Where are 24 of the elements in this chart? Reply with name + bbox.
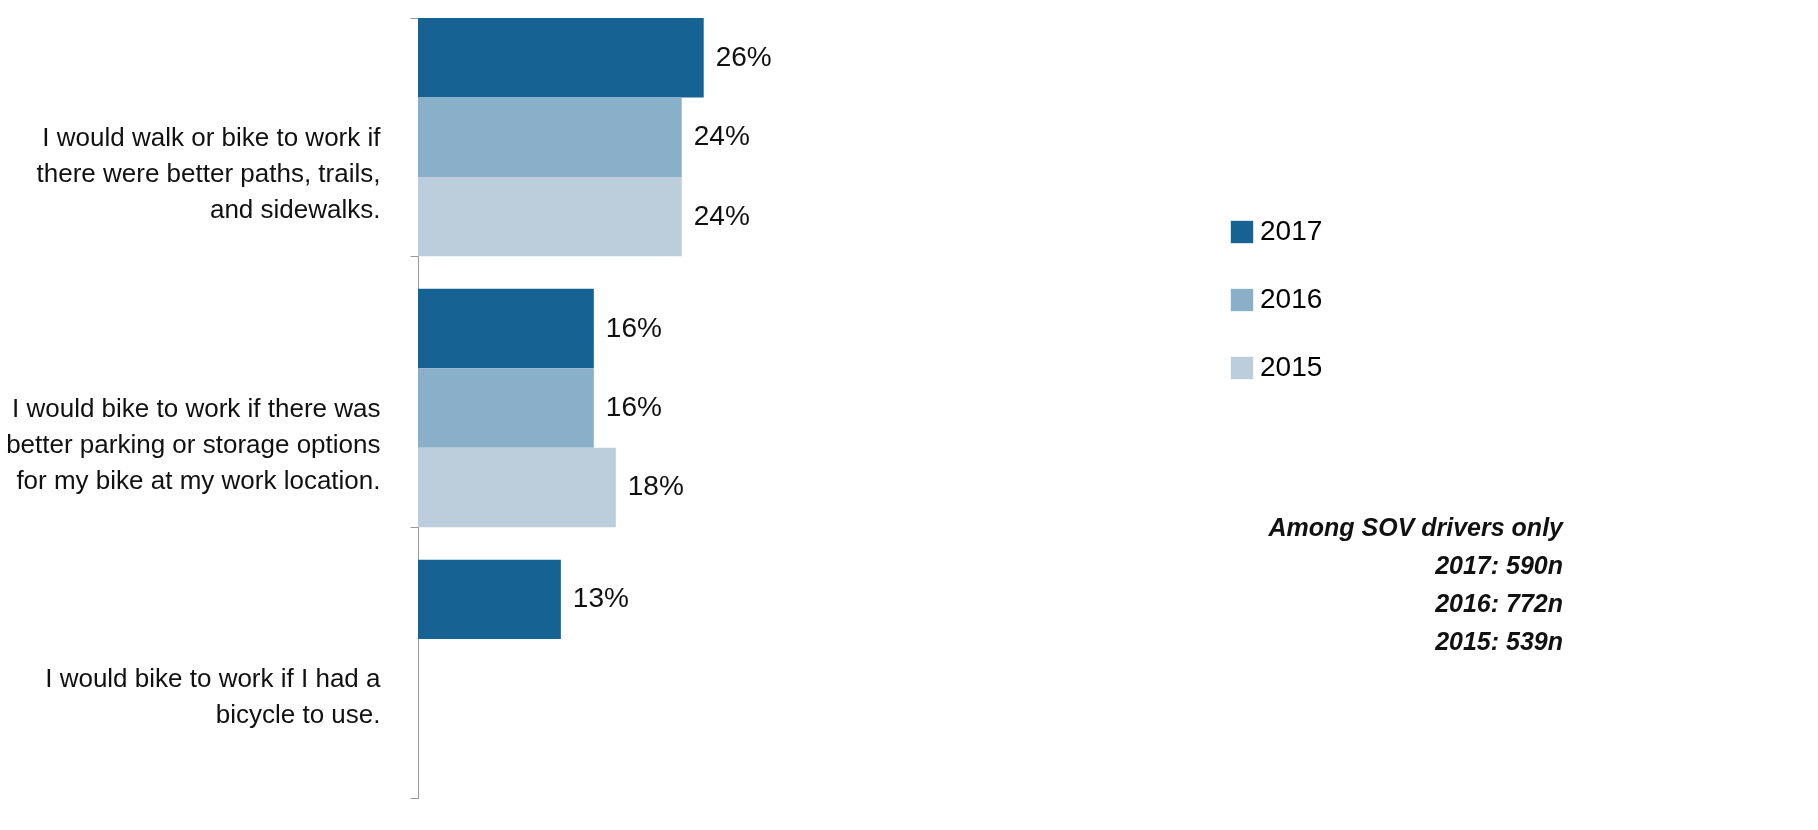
data-label: 24% (693, 199, 750, 231)
bar (418, 288, 594, 369)
bar (418, 447, 616, 528)
legend-label: 2016 (1260, 283, 1323, 314)
text: Among SOV drivers only (1267, 513, 1565, 541)
data-label: 26% (715, 40, 772, 72)
text: 2015: 539n (1434, 627, 1563, 655)
data-label: 16% (605, 391, 662, 422)
data-label: 13% (572, 582, 629, 614)
text: 2016: 772n (1434, 589, 1563, 617)
bar (418, 368, 594, 448)
bar (418, 559, 561, 640)
legend-label: 2015 (1260, 351, 1323, 382)
data-label: 16% (605, 311, 662, 343)
y-tick-label: I would bike to work if there was better parking or storage options for my bike at my work location. (6, 392, 381, 495)
y-tick-label: I would bike to work if I had a bicycle to use. (45, 663, 382, 730)
legend-label: 2017 (1260, 215, 1323, 246)
data-label: 24% (693, 120, 750, 152)
bar (418, 18, 704, 98)
bar (418, 176, 682, 257)
y-tick-label: I would walk or bike to work if there were better paths, trails, and sidewalks. (36, 121, 382, 224)
bar (418, 97, 682, 177)
text: 2017: 590n (1434, 551, 1563, 579)
data-label: 18% (627, 470, 684, 502)
